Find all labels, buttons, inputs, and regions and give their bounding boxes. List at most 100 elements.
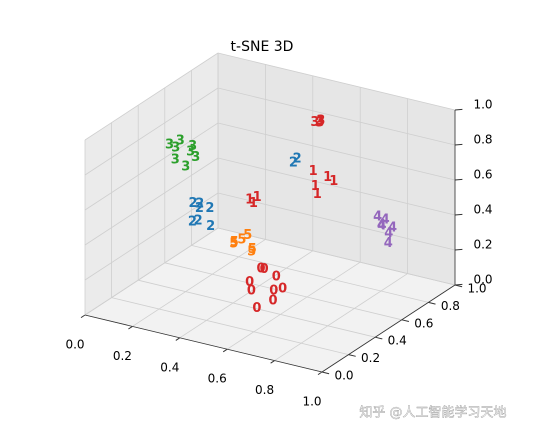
tick-mark (428, 301, 436, 305)
point: 0 (256, 261, 265, 276)
tick-mark (454, 213, 463, 216)
watermark: 知乎 @人工智能学习天地 (359, 405, 506, 421)
point: 3 (176, 134, 185, 149)
y-tick-label: 0.8 (441, 299, 460, 313)
grid-line (191, 245, 429, 303)
point: 4 (384, 226, 393, 241)
z-tick-label: 0.6 (473, 168, 492, 182)
point: 2 (206, 219, 215, 234)
point: 4 (381, 212, 390, 227)
tick-mark (454, 248, 463, 251)
z-tick-label: 1.0 (473, 98, 492, 112)
tick-mark (175, 337, 181, 341)
point: 5 (237, 232, 246, 247)
y-tick-label: 0.6 (414, 316, 433, 330)
point: 0 (252, 301, 261, 316)
point: 3 (171, 152, 180, 167)
tick-mark (375, 336, 383, 340)
tick-mark (270, 360, 275, 364)
tick-mark (401, 319, 410, 322)
point: 1 (323, 170, 332, 185)
grid-line (274, 273, 408, 361)
tick-mark (128, 325, 133, 330)
grid-line (179, 250, 314, 339)
grid-line (111, 297, 349, 355)
pane (85, 228, 455, 372)
x-tick-label: 0.0 (65, 338, 84, 352)
axis-line (84, 314, 323, 373)
x-tick-label: 0.4 (160, 360, 179, 374)
x-tick-label: 0.6 (208, 372, 227, 386)
grid-line (138, 279, 376, 338)
x-tick-label: 0.8 (255, 383, 274, 397)
point: 1 (311, 179, 320, 194)
point: 2 (188, 215, 197, 230)
chart-title: t-SNE 3D (231, 39, 294, 55)
point: 3 (171, 141, 180, 156)
tick-mark (317, 371, 323, 376)
tick-mark (454, 108, 463, 111)
point: 2 (195, 201, 204, 216)
grid-line (217, 122, 456, 181)
point: 2 (293, 152, 302, 167)
point: 4 (377, 219, 386, 234)
point: 5 (243, 228, 252, 243)
point: 0 (272, 270, 281, 285)
point: 1 (313, 187, 322, 202)
grid-line (84, 192, 219, 281)
grid-line (84, 87, 219, 176)
tick-mark (454, 178, 463, 181)
z-tick-label: 0.2 (473, 238, 492, 252)
point: 4 (388, 221, 397, 236)
grid-line (226, 261, 361, 350)
point: 5 (247, 245, 256, 260)
grid-line (217, 227, 456, 286)
grid-line (84, 227, 219, 316)
point: 3 (315, 116, 324, 131)
point: 4 (384, 236, 393, 251)
tick-mark (222, 348, 228, 353)
point: 5 (248, 242, 257, 257)
point: 0 (268, 294, 277, 309)
z-tick-label: 0.4 (473, 203, 492, 217)
tick-mark (80, 314, 86, 319)
point: 3 (310, 115, 319, 130)
point: 0 (278, 282, 287, 297)
point: 3 (165, 137, 174, 152)
z-tick-label: 0.0 (473, 273, 492, 287)
point: 2 (194, 214, 203, 229)
point: 3 (191, 150, 200, 165)
grid-line (217, 192, 456, 251)
point: 1 (253, 190, 262, 205)
tick-mark (321, 371, 330, 375)
tick-mark (454, 143, 463, 146)
grid-line (84, 52, 219, 141)
point: 5 (229, 236, 238, 251)
grid-line (164, 262, 402, 321)
y-tick-label: 1.0 (467, 282, 486, 296)
point: 2 (188, 196, 197, 211)
point: 1 (245, 193, 254, 208)
point: 4 (373, 210, 382, 225)
grid-line (217, 52, 456, 111)
point: 3 (316, 113, 325, 128)
point: 1 (309, 164, 318, 179)
point: 2 (195, 197, 204, 212)
tick-mark (454, 283, 463, 286)
point: 1 (249, 196, 258, 211)
x-tick-label: 0.2 (113, 349, 132, 363)
axis-line (321, 284, 456, 373)
point: 0 (260, 262, 269, 277)
z-tick-label: 0.8 (473, 133, 492, 147)
point: 1 (329, 174, 338, 189)
point: 5 (230, 235, 239, 250)
point: 2 (205, 201, 214, 216)
point: 3 (181, 159, 190, 174)
point: 0 (247, 284, 256, 299)
pane (218, 53, 455, 285)
x-tick-label: 1.0 (302, 395, 321, 409)
y-tick-label: 0.2 (361, 351, 380, 365)
grid-line (132, 239, 266, 327)
point: 3 (188, 139, 197, 154)
